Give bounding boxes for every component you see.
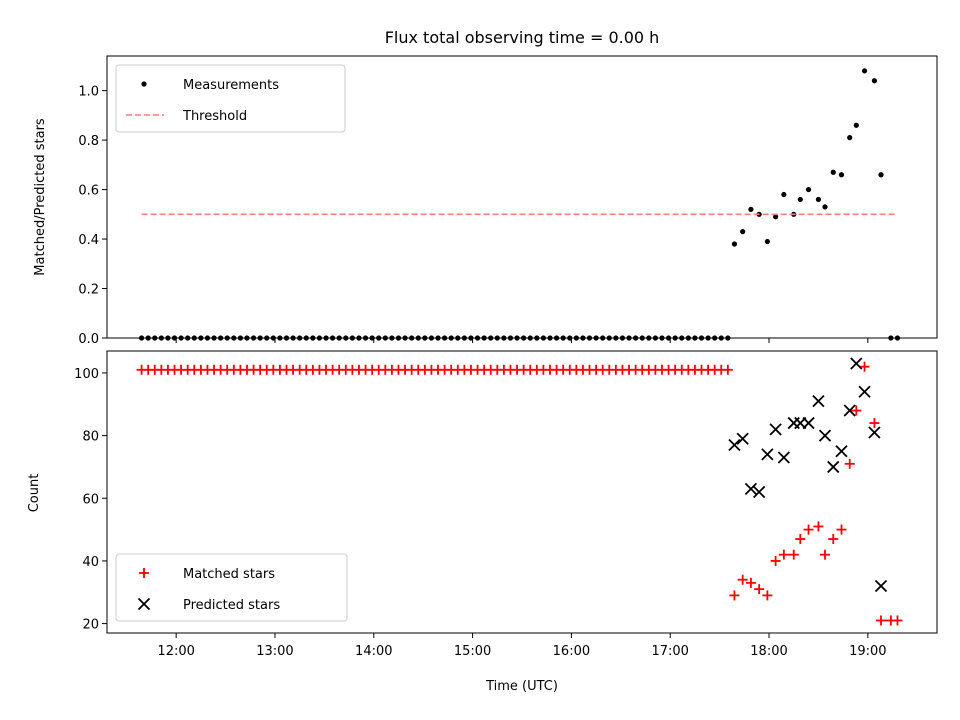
measurement-point	[861, 68, 868, 74]
matched-star-point	[892, 615, 903, 626]
predicted-star-point	[802, 416, 815, 430]
x-tick-label: 13:00	[256, 644, 293, 659]
y-tick-label: 0.8	[78, 134, 99, 149]
matched-star-point	[788, 549, 799, 560]
x-tick-label: 18:00	[750, 644, 787, 659]
chart-title: Flux total observing time = 0.00 h	[385, 28, 660, 47]
matched-star-point	[729, 590, 740, 601]
predicted-star-point	[858, 385, 871, 398]
legend-box	[115, 64, 346, 133]
legend-count: Matched stars Predicted stars	[115, 553, 348, 622]
matched-star-point	[722, 364, 733, 375]
x-tick-label: 14:00	[355, 644, 392, 659]
legend-measurement-swatch	[141, 81, 147, 87]
predicted-star-point	[753, 485, 766, 499]
matched-star-point	[820, 549, 831, 560]
x-tick-label: 19:00	[849, 644, 886, 659]
matched-star-point	[778, 549, 789, 560]
legend-label: Measurements	[183, 78, 279, 93]
ratio-panel: Flux total observing time = 0.00 h Match…	[33, 28, 938, 347]
measurement-point	[853, 122, 859, 128]
y-tick-label: 100	[74, 367, 99, 382]
plot-area-count	[106, 350, 938, 634]
predicted-star-point	[812, 394, 825, 408]
measurement-point	[822, 204, 828, 210]
predicted-star-point	[769, 423, 782, 436]
y-tick-label: 40	[82, 555, 99, 570]
measurement-point	[740, 229, 746, 235]
measurement-point	[815, 196, 822, 203]
count-panel: Count Time (UTC) 20 40 60 80 100 12:00 13:00 14…	[27, 350, 938, 694]
predicted-star-point	[777, 451, 790, 464]
measurement-point	[781, 191, 787, 198]
legend-label: Predicted stars	[183, 598, 280, 613]
matched-star-point	[813, 521, 824, 532]
matched-star-point	[795, 534, 806, 544]
plot-area-ratio	[106, 55, 938, 339]
measurement-point	[773, 214, 779, 220]
measurement-point	[878, 172, 884, 178]
y-tick-label: 0.4	[78, 233, 99, 248]
predicted-star-point	[835, 445, 848, 458]
matched-star-point	[859, 361, 870, 372]
y-tick-label: 80	[82, 430, 99, 445]
matched-star-point	[803, 524, 814, 535]
x-tick-label: 12:00	[157, 644, 194, 659]
predicted-star-point	[736, 432, 749, 445]
y-tick-label: 0.2	[78, 283, 99, 298]
matched-star-point	[754, 584, 765, 595]
measurement-point	[847, 135, 853, 141]
measurement-point	[731, 241, 738, 247]
x-tick-label: 16:00	[553, 644, 590, 659]
y-tick-label: 0.0	[78, 332, 99, 347]
measurement-point	[764, 238, 770, 245]
x-axis-label: Time (UTC)	[485, 679, 558, 694]
predicted-star-point	[818, 429, 832, 442]
legend-ratio: Measurements Threshold	[115, 64, 346, 133]
matched-star-point	[876, 615, 887, 626]
matched-star-point	[762, 590, 773, 601]
predicted-star-point	[744, 482, 758, 496]
measurement-point	[838, 172, 845, 178]
predicted-star-point	[827, 460, 840, 474]
legend-box	[115, 553, 348, 622]
matched-star-point	[745, 577, 756, 588]
y-axis-label-count: Count	[27, 474, 42, 513]
y-tick-label: 60	[82, 492, 99, 507]
matched-star-point	[851, 405, 862, 416]
matched-star-point	[737, 574, 748, 585]
y-tick-label: 20	[82, 618, 99, 633]
matched-star-point	[836, 524, 847, 535]
measurement-point	[805, 186, 812, 193]
x-tick-label: 15:00	[454, 644, 491, 659]
predicted-star-point	[874, 579, 888, 593]
matched-star-point	[828, 534, 839, 544]
matched-star-point	[844, 458, 855, 469]
measurement-point	[797, 196, 803, 203]
x-tick-label: 17:00	[651, 644, 688, 659]
legend-label: Matched stars	[183, 567, 275, 582]
legend-predicted-swatch	[137, 597, 151, 611]
y-tick-label: 0.6	[78, 184, 99, 199]
matched-star-point	[869, 418, 880, 429]
measurement-point	[871, 78, 878, 84]
measurement-point	[830, 169, 836, 175]
predicted-star-point	[843, 404, 856, 417]
predicted-star-point	[850, 357, 863, 370]
y-tick-label: 1.0	[78, 85, 99, 100]
predicted-star-point	[728, 438, 741, 452]
predicted-star-point	[761, 448, 774, 461]
legend-label: Threshold	[182, 109, 247, 124]
y-axis-label-ratio: Matched/Predicted stars	[33, 118, 48, 276]
legend-matched-swatch	[139, 568, 149, 578]
predicted-star-point	[868, 426, 881, 439]
measurement-point	[748, 206, 754, 212]
matched-star-point	[770, 555, 781, 566]
